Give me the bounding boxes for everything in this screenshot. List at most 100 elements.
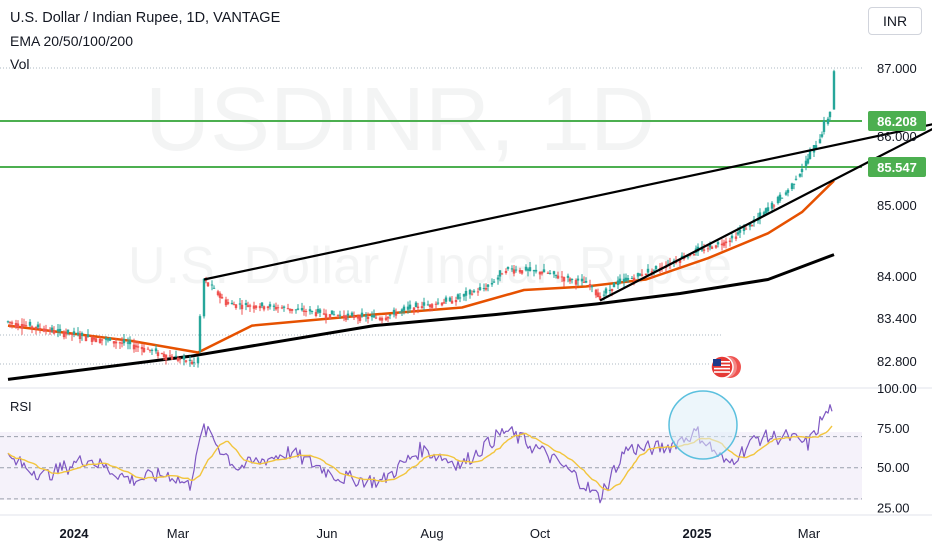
volume-indicator-legend[interactable]: Vol (10, 56, 30, 72)
candle-body (744, 228, 748, 230)
candle-body (772, 205, 776, 207)
candle-body (104, 338, 108, 340)
candle-body (654, 266, 658, 270)
candle-body (594, 289, 598, 296)
price-axis-tick: 83.400 (877, 311, 917, 326)
candle-body (366, 316, 370, 319)
candle-body (728, 240, 732, 243)
candle-body (100, 339, 104, 341)
candle-body (798, 174, 802, 177)
candle-body (204, 279, 208, 281)
candle-body (632, 277, 636, 281)
price-level-tag-text: 85.547 (877, 160, 917, 175)
candle-body (518, 269, 522, 273)
candle-body (748, 222, 752, 227)
candle-body (742, 226, 746, 232)
candle-body (86, 334, 90, 337)
ema200-line (7, 253, 835, 381)
candle-body (108, 337, 112, 341)
candle-body (540, 272, 544, 274)
candle-body (120, 342, 124, 344)
candle-body (386, 316, 390, 319)
candle-body (248, 305, 252, 307)
price-axis-tick: 84.000 (877, 269, 917, 284)
candle-body (720, 243, 724, 246)
candle-body (580, 278, 584, 282)
candle-body (356, 316, 360, 319)
candle-body (790, 183, 794, 190)
candle-body (514, 269, 518, 271)
candle-body (724, 241, 728, 244)
candle-body (44, 329, 48, 331)
candle-body (806, 158, 810, 164)
candle-body (828, 111, 832, 118)
candle-body (134, 345, 138, 348)
price-axis-tick: 85.000 (877, 198, 917, 213)
symbol-title[interactable]: U.S. Dollar / Indian Rupee, 1D, VANTAGE (10, 10, 281, 26)
rsi-pane-label[interactable]: RSI (10, 399, 32, 414)
time-axis-tick: 2025 (683, 526, 712, 541)
candle-body (114, 341, 118, 344)
candle-body (198, 316, 202, 352)
candle-body (276, 307, 280, 309)
candle-body (792, 183, 796, 185)
candle-body (154, 348, 158, 352)
rsi-highlight-circle (668, 390, 738, 460)
candle-body (176, 357, 180, 361)
candle-body (554, 274, 558, 276)
candle-body (234, 304, 238, 308)
candle-body (426, 304, 430, 306)
candle-body (14, 322, 18, 328)
candle-body (574, 279, 578, 285)
candle-body (118, 342, 122, 344)
currency-button[interactable]: INR (868, 7, 922, 35)
candle-body (308, 309, 312, 312)
candle-body (400, 309, 404, 312)
candle-body (428, 304, 432, 308)
candle-body (568, 278, 572, 282)
candle-body (244, 303, 248, 306)
candle-body (360, 312, 364, 317)
candle-body (440, 302, 444, 306)
candle-body (310, 311, 314, 313)
candle-body (352, 316, 356, 318)
candle-body (218, 293, 222, 298)
candle-body (126, 342, 130, 344)
candle-body (784, 192, 788, 195)
candle-body (422, 302, 426, 306)
candle-body (192, 362, 196, 364)
watermark-name: U.S. Dollar / Indian Rupee (128, 237, 732, 295)
candle-body (716, 242, 720, 245)
candle-body (162, 353, 166, 358)
candle-body (168, 355, 172, 357)
candle-body (706, 248, 710, 250)
candle-body (596, 292, 600, 298)
candle-body (286, 308, 290, 310)
candle-body (448, 297, 452, 302)
candle-body (832, 71, 836, 110)
candle-body (358, 316, 362, 322)
candle-body (316, 308, 320, 313)
candle-body (178, 358, 182, 360)
ema-indicator-legend[interactable]: EMA 20/50/100/200 (10, 33, 133, 49)
candle-body (140, 346, 144, 350)
candle-body (322, 313, 326, 315)
candle-body (520, 270, 524, 274)
candle-body (770, 202, 774, 209)
candle-body (142, 347, 146, 352)
candle-body (76, 332, 80, 335)
candle-body (290, 309, 294, 311)
candle-body (444, 297, 448, 302)
candle-body (778, 194, 782, 201)
candle-body (808, 151, 812, 160)
candle-body (510, 268, 514, 270)
candle-body (644, 273, 648, 275)
price-axis-tick: 87.000 (877, 61, 917, 76)
time-axis-tick: Mar (167, 526, 190, 541)
candle-body (708, 244, 712, 248)
candle-body (128, 340, 132, 345)
candle-body (436, 302, 440, 304)
candle-body (786, 189, 790, 193)
candle-body (506, 266, 510, 269)
